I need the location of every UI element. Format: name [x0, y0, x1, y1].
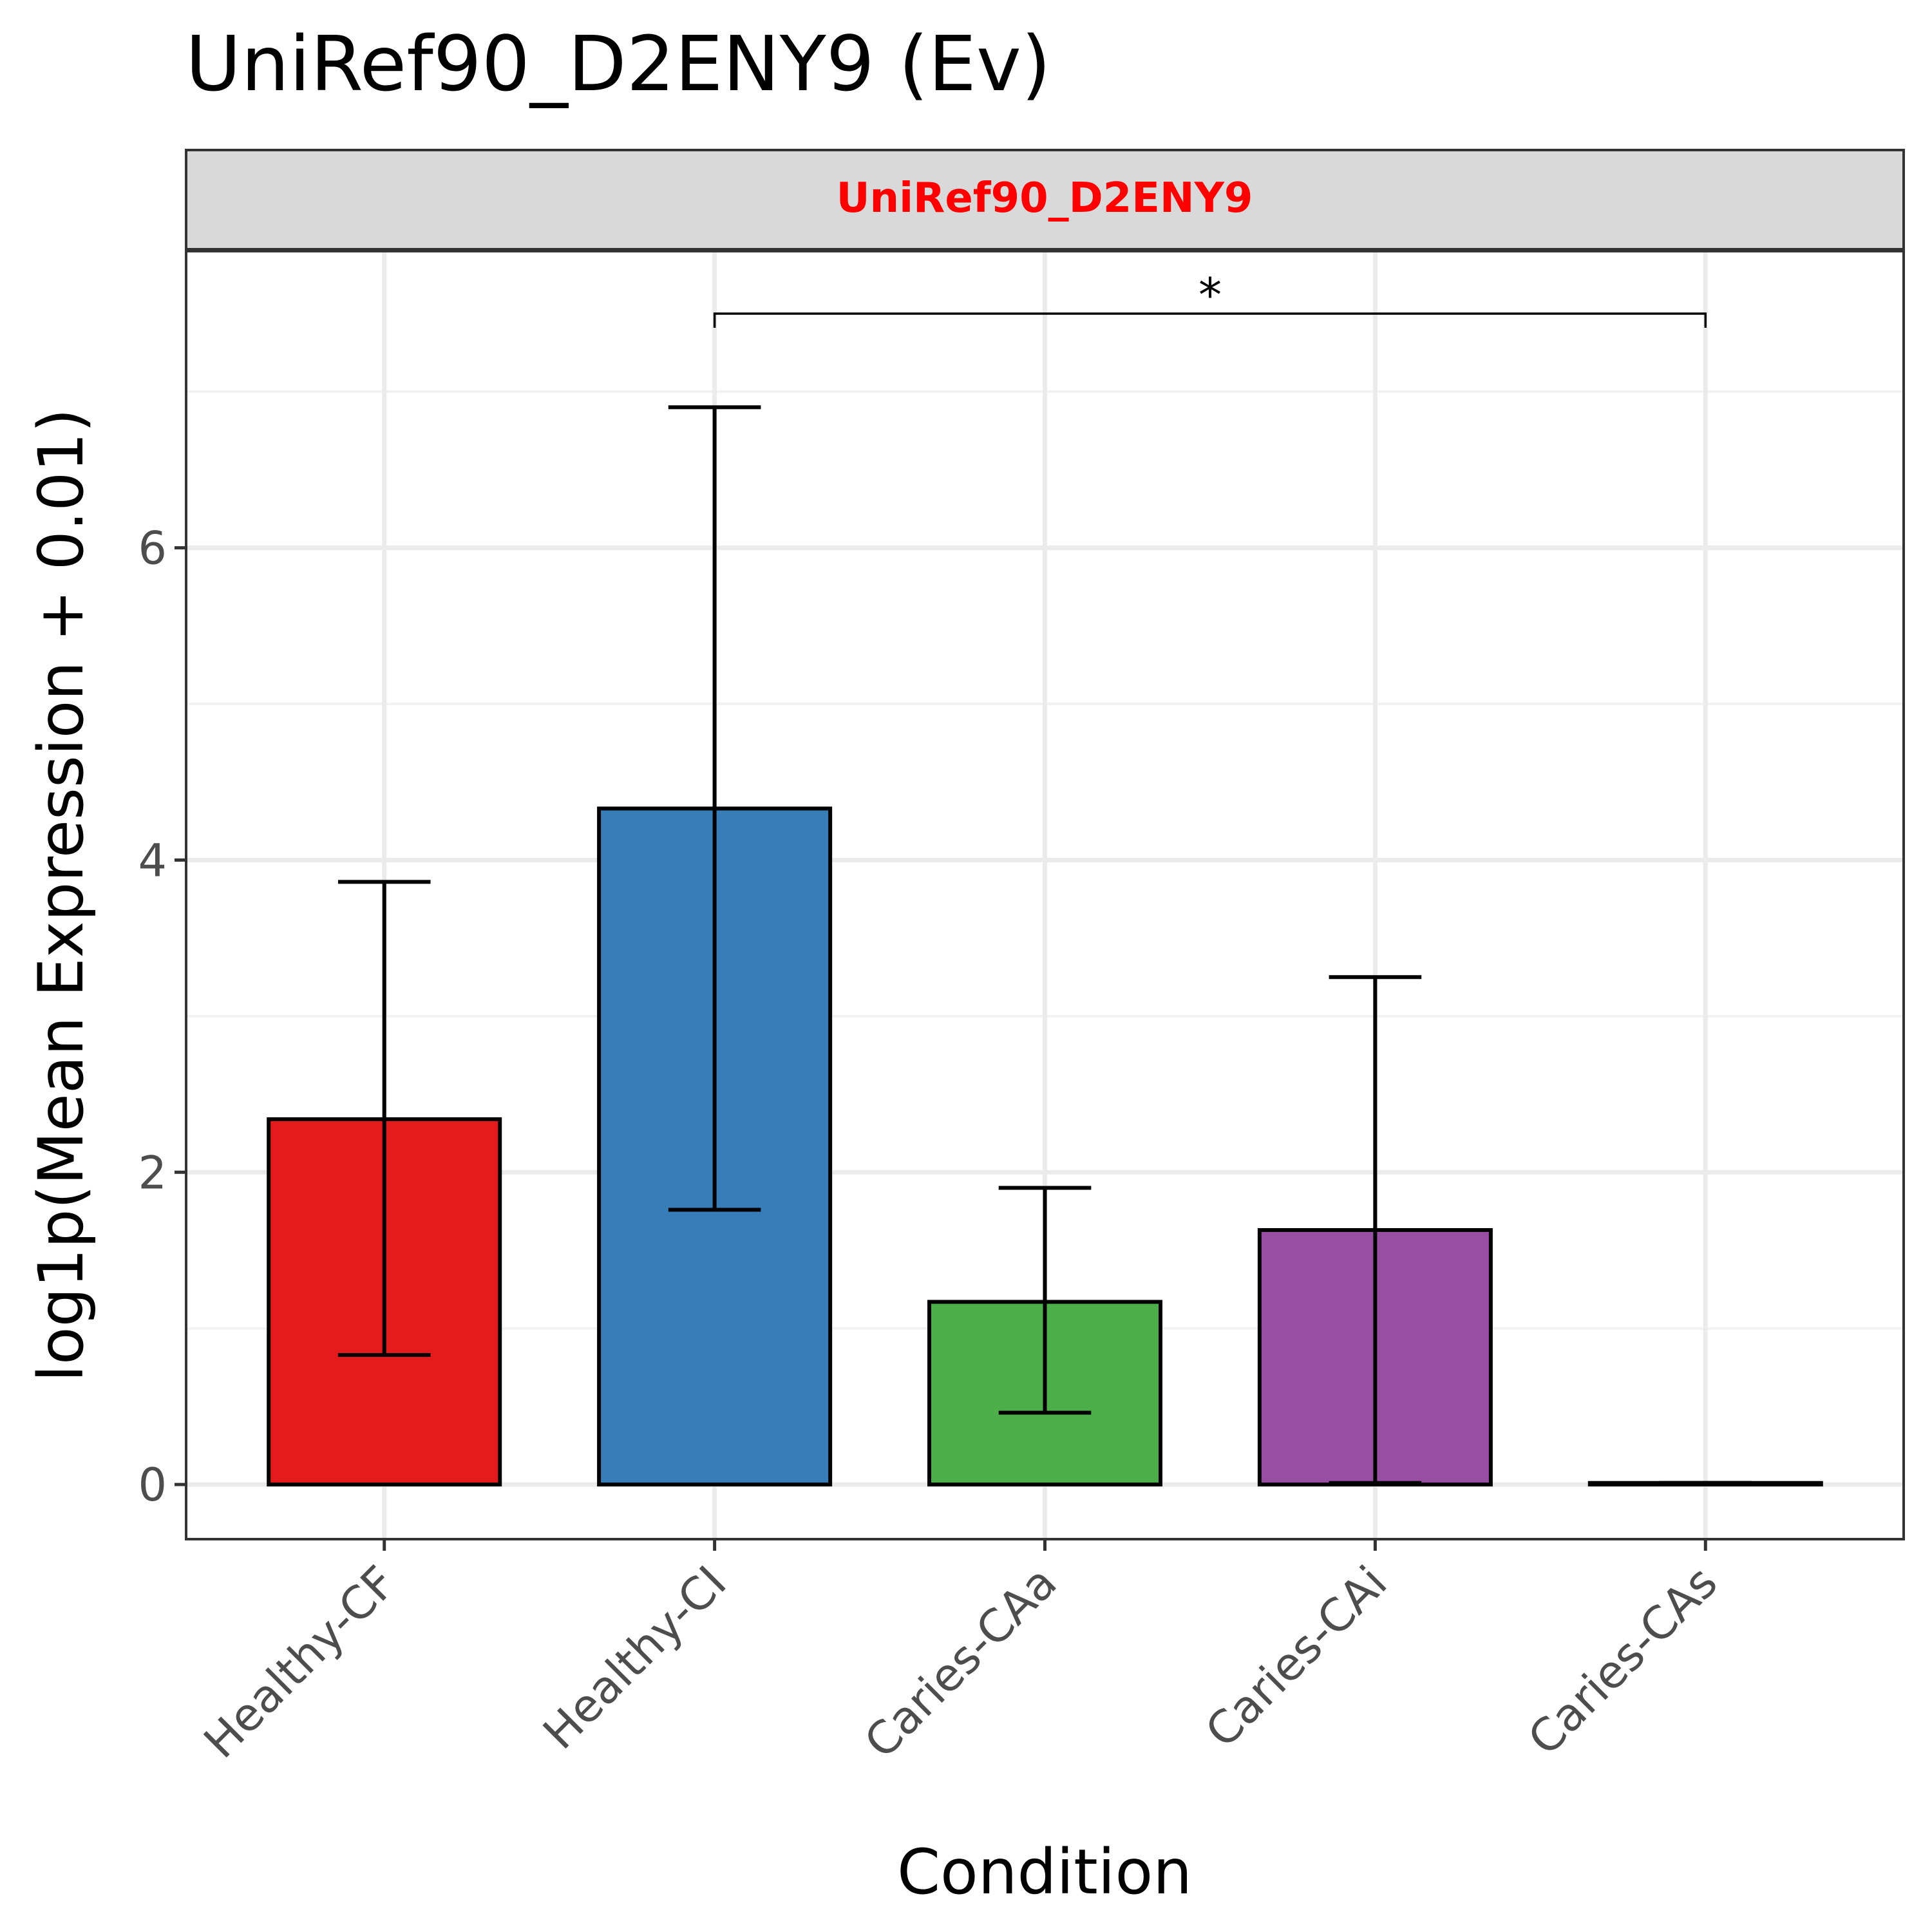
error-bars [337, 405, 1752, 1485]
facet-strip-label: UniRef90_D2ENY9 [837, 175, 1253, 222]
y-tick-label: 0 [138, 1459, 167, 1511]
x-tick-label-caries-cai: Caries-CAi [1195, 1556, 1397, 1757]
facet-strip [185, 149, 1905, 251]
x-tick-label-caries-caa: Caries-CAa [855, 1556, 1067, 1768]
x-axis-title: Condition [897, 1836, 1192, 1908]
error-bar-healthy-cf [337, 880, 431, 1357]
y-axis-title: log1p(Mean Expression + 0.01) [25, 408, 97, 1382]
significance-bracket: * [713, 268, 1707, 328]
y-tick-label: 6 [138, 522, 167, 575]
chart-title: UniRef90_D2ENY9 (Ev) [185, 19, 1051, 108]
error-bar-caries-cai [1329, 975, 1422, 1485]
significance-bracket-line [713, 312, 1707, 328]
y-axis: 0 2 4 6 [138, 522, 186, 1511]
error-bar-caries-caa [998, 1186, 1092, 1415]
x-tick-label-healthy-cf: Healthy-CF [194, 1556, 406, 1768]
significance-label: * [1198, 268, 1222, 322]
x-axis: Healthy-CF Healthy-CI Caries-CAa Caries-CAi… [194, 1539, 1727, 1768]
x-tick-label-caries-cas: Caries-CAs [1518, 1556, 1727, 1765]
y-tick-label: 4 [138, 834, 167, 887]
error-bar-healthy-ci [668, 405, 761, 1212]
significance-annotations: * [713, 268, 1707, 328]
y-tick-label: 2 [138, 1146, 167, 1199]
x-tick-label-healthy-ci: Healthy-CI [533, 1556, 737, 1759]
